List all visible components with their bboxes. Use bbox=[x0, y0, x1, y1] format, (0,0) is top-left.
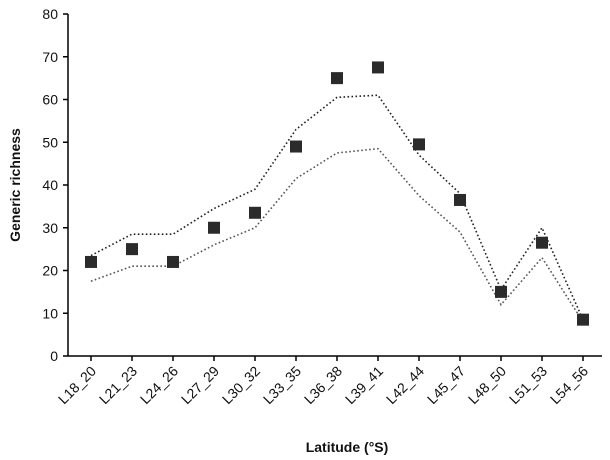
data-point bbox=[249, 206, 261, 219]
y-tick-label: 20 bbox=[42, 263, 58, 279]
y-tick-label: 80 bbox=[42, 6, 58, 22]
y-ticks: 0 10 20 30 40 50 60 70 80 bbox=[42, 6, 68, 364]
envelope-line-1 bbox=[90, 94, 584, 320]
y-tick-label: 40 bbox=[42, 177, 58, 193]
x-tick-label: L18_20 bbox=[55, 363, 99, 407]
x-ticks: L18_20L21_23L24_26L27_29L30_32L33_35L36_… bbox=[55, 356, 591, 407]
series-layer bbox=[85, 61, 589, 326]
x-tick-label: L36_38 bbox=[301, 363, 345, 407]
x-tick-label: L45_47 bbox=[424, 363, 468, 407]
x-tick-label: L42_44 bbox=[383, 363, 427, 407]
data-point bbox=[495, 285, 507, 298]
y-axis-title: Generic richness bbox=[7, 128, 23, 242]
x-tick-label: L21_23 bbox=[96, 363, 140, 407]
envelope-line-2 bbox=[90, 147, 584, 323]
y-tick-label: 70 bbox=[42, 49, 58, 65]
x-tick-label: L30_32 bbox=[219, 363, 263, 407]
x-axis-title: Latitude (°S) bbox=[306, 439, 389, 455]
x-tick-label: L24_26 bbox=[137, 363, 181, 407]
data-point bbox=[208, 221, 220, 234]
y-tick-label: 30 bbox=[42, 220, 58, 236]
data-point bbox=[372, 61, 384, 74]
x-tick-label: L39_41 bbox=[342, 363, 386, 407]
data-point bbox=[413, 138, 425, 151]
data-point bbox=[454, 193, 466, 206]
data-point bbox=[290, 140, 302, 153]
data-point bbox=[126, 243, 138, 256]
x-tick-label: L48_50 bbox=[465, 363, 509, 407]
y-tick-label: 50 bbox=[42, 134, 58, 150]
x-tick-label: L54_56 bbox=[547, 363, 591, 407]
data-point bbox=[536, 236, 548, 249]
y-tick-label: 0 bbox=[50, 348, 58, 364]
data-point bbox=[331, 72, 343, 85]
axes bbox=[67, 14, 602, 357]
x-tick-label: L27_29 bbox=[178, 363, 222, 407]
data-point bbox=[167, 255, 179, 268]
x-tick-label: L33_35 bbox=[260, 363, 304, 407]
y-tick-label: 10 bbox=[42, 305, 58, 321]
x-tick-label: L51_53 bbox=[506, 363, 550, 407]
y-tick-label: 60 bbox=[42, 92, 58, 108]
data-point bbox=[85, 255, 97, 268]
data-point bbox=[577, 313, 589, 326]
